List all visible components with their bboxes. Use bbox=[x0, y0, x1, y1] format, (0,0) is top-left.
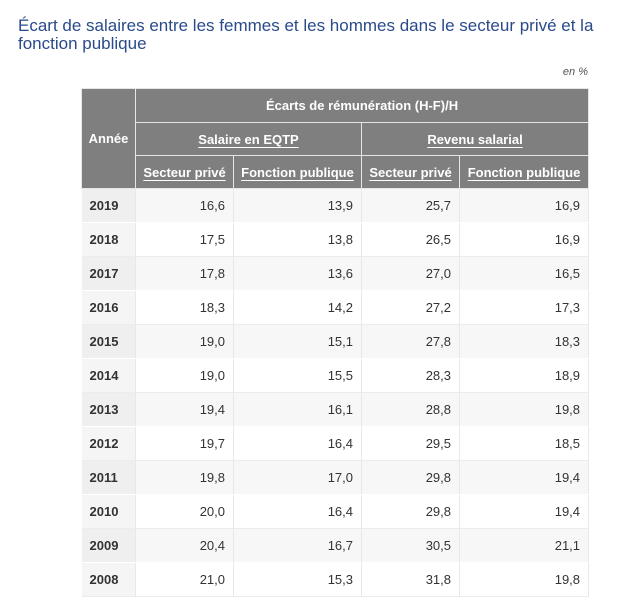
cell-salary-public: 14,2 bbox=[233, 290, 362, 325]
cell-year: 2012 bbox=[81, 426, 136, 461]
cell-salary-public: 15,1 bbox=[233, 324, 362, 359]
cell-income-private: 25,7 bbox=[361, 188, 460, 223]
table-row: 2017 17,8 13,6 27,0 16,5 bbox=[81, 256, 590, 291]
cell-salary-private: 19,4 bbox=[135, 392, 234, 427]
header-salary-eqtp[interactable]: Salaire en EQTP bbox=[135, 122, 362, 156]
cell-income-public: 18,3 bbox=[459, 324, 590, 359]
cell-salary-private: 20,4 bbox=[135, 528, 234, 563]
cell-salary-public: 13,9 bbox=[233, 188, 362, 223]
cell-income-public: 18,5 bbox=[459, 426, 590, 461]
cell-income-public: 16,5 bbox=[459, 256, 590, 291]
header-income-private[interactable]: Secteur privé bbox=[361, 155, 460, 189]
cell-salary-public: 16,1 bbox=[233, 392, 362, 427]
cell-year: 2017 bbox=[81, 256, 136, 291]
cell-salary-public: 15,3 bbox=[233, 562, 362, 597]
page-title: Écart de salaires entre les femmes et le… bbox=[18, 16, 594, 53]
cell-income-public: 17,3 bbox=[459, 290, 590, 325]
cell-income-private: 27,8 bbox=[361, 324, 460, 359]
table-row: 2009 20,4 16,7 30,5 21,1 bbox=[81, 528, 590, 563]
cell-salary-private: 17,8 bbox=[135, 256, 234, 291]
table-row: 2016 18,3 14,2 27,2 17,3 bbox=[81, 290, 590, 325]
header-income-public-label: Fonction publique bbox=[467, 164, 581, 180]
table-row: 2010 20,0 16,4 29,8 19,4 bbox=[81, 494, 590, 529]
cell-income-private: 31,8 bbox=[361, 562, 460, 597]
cell-salary-public: 16,4 bbox=[233, 426, 362, 461]
cell-income-private: 29,8 bbox=[361, 460, 460, 495]
cell-income-public: 16,9 bbox=[459, 188, 590, 223]
cell-salary-private: 20,0 bbox=[135, 494, 234, 529]
cell-salary-public: 15,5 bbox=[233, 358, 362, 393]
table-row: 2013 19,4 16,1 28,8 19,8 bbox=[81, 392, 590, 427]
cell-income-private: 27,0 bbox=[361, 256, 460, 291]
cell-income-public: 18,9 bbox=[459, 358, 590, 393]
cell-salary-private: 19,7 bbox=[135, 426, 234, 461]
pay-gap-table: Année Écarts de rémunération (H-F)/H Sal… bbox=[81, 88, 590, 597]
table-row: 2011 19,8 17,0 29,8 19,4 bbox=[81, 460, 590, 495]
cell-income-private: 28,3 bbox=[361, 358, 460, 393]
cell-income-private: 29,8 bbox=[361, 494, 460, 529]
table-row: 2019 16,6 13,9 25,7 16,9 bbox=[81, 188, 590, 223]
header-income[interactable]: Revenu salarial bbox=[360, 122, 590, 156]
cell-salary-private: 16,6 bbox=[135, 188, 234, 223]
cell-income-public: 21,1 bbox=[459, 528, 590, 563]
header-salary-public[interactable]: Fonction publique bbox=[233, 155, 362, 189]
header-salary-private-label: Secteur privé bbox=[143, 164, 226, 180]
cell-income-private: 27,2 bbox=[361, 290, 460, 325]
table-row: 2014 19,0 15,5 28,3 18,9 bbox=[81, 358, 590, 393]
cell-salary-private: 18,3 bbox=[135, 290, 234, 325]
cell-year: 2015 bbox=[81, 324, 136, 359]
cell-income-public: 19,8 bbox=[459, 392, 590, 427]
cell-income-public: 19,8 bbox=[459, 562, 590, 597]
cell-year: 2008 bbox=[81, 562, 136, 597]
cell-salary-public: 17,0 bbox=[233, 460, 362, 495]
table-row: 2008 21,0 15,3 31,8 19,8 bbox=[81, 562, 590, 597]
unit-note: en % bbox=[562, 66, 588, 78]
cell-salary-public: 13,8 bbox=[233, 222, 362, 257]
table-row: 2018 17,5 13,8 26,5 16,9 bbox=[81, 222, 590, 257]
header-salary-public-label: Fonction publique bbox=[241, 164, 354, 180]
cell-income-private: 29,5 bbox=[361, 426, 460, 461]
header-salary-private[interactable]: Secteur privé bbox=[135, 155, 234, 189]
cell-salary-public: 16,7 bbox=[233, 528, 362, 563]
cell-year: 2013 bbox=[81, 392, 136, 427]
cell-year: 2011 bbox=[81, 460, 136, 495]
cell-year: 2009 bbox=[81, 528, 136, 563]
table-row: 2015 19,0 15,1 27,8 18,3 bbox=[81, 324, 590, 359]
table-row: 2012 19,7 16,4 29,5 18,5 bbox=[81, 426, 590, 461]
cell-salary-private: 19,0 bbox=[135, 358, 234, 393]
cell-year: 2019 bbox=[81, 188, 136, 223]
cell-income-public: 19,4 bbox=[459, 494, 590, 529]
cell-salary-public: 13,6 bbox=[233, 256, 362, 291]
header-income-label: Revenu salarial bbox=[427, 131, 523, 147]
cell-salary-private: 17,5 bbox=[135, 222, 234, 257]
cell-salary-private: 21,0 bbox=[135, 562, 234, 597]
cell-income-public: 19,4 bbox=[459, 460, 590, 495]
cell-year: 2014 bbox=[81, 358, 136, 393]
header-salary-eqtp-label: Salaire en EQTP bbox=[198, 131, 299, 147]
cell-salary-public: 16,4 bbox=[233, 494, 362, 529]
cell-year: 2018 bbox=[81, 222, 136, 257]
cell-income-private: 28,8 bbox=[361, 392, 460, 427]
header-year: Année bbox=[81, 88, 136, 189]
cell-income-private: 26,5 bbox=[361, 222, 460, 257]
cell-salary-private: 19,8 bbox=[135, 460, 234, 495]
cell-salary-private: 19,0 bbox=[135, 324, 234, 359]
cell-income-private: 30,5 bbox=[361, 528, 460, 563]
header-income-public[interactable]: Fonction publique bbox=[458, 155, 590, 189]
cell-year: 2016 bbox=[81, 290, 136, 325]
cell-year: 2010 bbox=[81, 494, 136, 529]
header-income-private-label: Secteur privé bbox=[369, 164, 452, 180]
header-pay-gap-group: Écarts de rémunération (H-F)/H bbox=[134, 88, 590, 123]
cell-income-public: 16,9 bbox=[459, 222, 590, 257]
